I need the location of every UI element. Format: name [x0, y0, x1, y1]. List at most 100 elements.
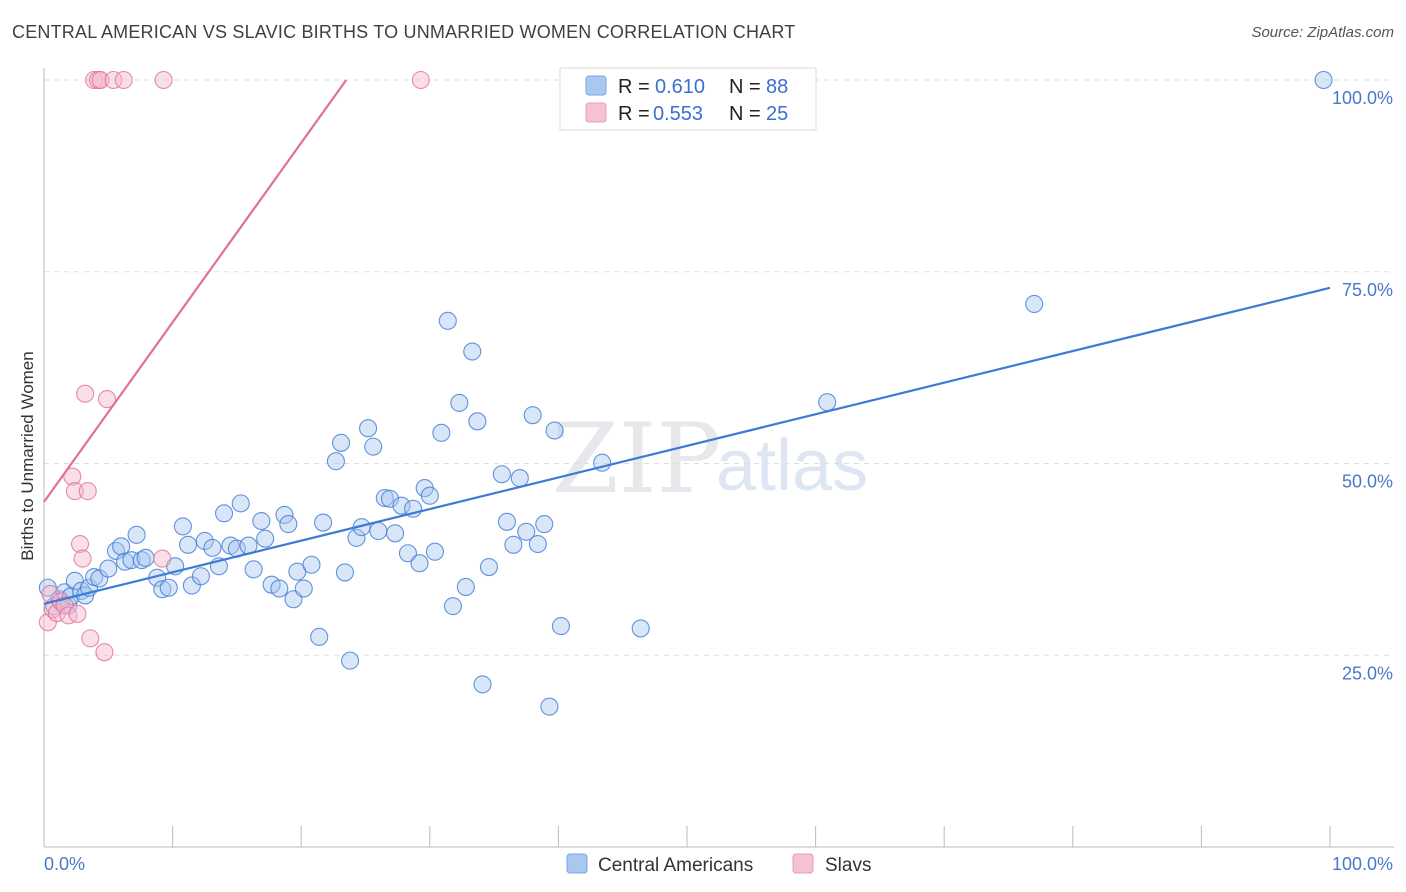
central-point-36 [244, 560, 263, 579]
central-point-67 [425, 542, 444, 561]
central-point-37 [252, 511, 271, 531]
central-point-60 [386, 524, 405, 543]
central-point-41 [275, 505, 294, 524]
legend-swatch-central [585, 75, 607, 96]
central-point-75 [473, 675, 492, 694]
slavs-point-20 [104, 70, 123, 90]
central-point-42 [279, 515, 298, 534]
y-tick-label-0: 100.0% [1332, 88, 1393, 108]
central-point-84 [535, 515, 554, 534]
y-tick-label-3: 25.0% [1342, 663, 1393, 683]
legend-r-value-central: 0.610 [655, 76, 705, 98]
central-point-34 [231, 494, 250, 513]
y-tick-labels: 100.0% 75.0% 50.0% 25.0% [1332, 88, 1393, 683]
central-point-62 [398, 544, 417, 563]
axes [43, 68, 1394, 848]
central-point-79 [504, 535, 523, 554]
central-point-47 [310, 627, 329, 646]
y-axis-label: Births to Unmarried Women [18, 351, 37, 560]
central-point-14 [112, 537, 131, 556]
slavs-point-23 [154, 70, 173, 90]
legend-r-label-central: R = [618, 76, 650, 98]
central-point-22 [159, 578, 178, 597]
central-point-89 [631, 619, 650, 638]
central-point-86 [545, 421, 564, 440]
slavs-point-14 [81, 629, 100, 648]
bottom-legend-label-central: Central Americans [598, 855, 753, 876]
slavs-point-9 [68, 604, 87, 623]
central-point-69 [438, 311, 457, 330]
central-point-46 [302, 555, 321, 574]
central-point-70 [443, 597, 462, 616]
stats-legend: R = 0.610 N = 88 R = 0.553 N = 25 [559, 67, 817, 131]
central-point-87 [551, 617, 571, 636]
central-point-59 [380, 489, 399, 508]
central-point-68 [432, 423, 451, 442]
bottom-legend-swatch-central [566, 853, 588, 874]
slavs-point-17 [91, 70, 110, 90]
y-tick-label-1: 75.0% [1342, 280, 1393, 300]
legend-r-label-slavs: R = [618, 103, 650, 125]
central-point-25 [178, 535, 198, 554]
x-tick-label-max: 100.0% [1332, 854, 1393, 874]
central-point-92 [1314, 70, 1333, 90]
central-point-19 [136, 548, 155, 567]
x-tick-label-min: 0.0% [44, 854, 85, 874]
central-point-52 [341, 651, 360, 670]
slavs-trend-line [43, 79, 348, 503]
slavs-point-5 [55, 596, 74, 615]
central-point-73 [463, 342, 482, 361]
central-point-28 [195, 531, 214, 551]
central-trend-line [43, 286, 1331, 605]
central-point-91 [1025, 294, 1044, 314]
slavs-point-6 [59, 606, 78, 625]
slavs-points [38, 70, 430, 662]
slavs-point-22 [153, 549, 172, 568]
y-tick-label-2: 50.0% [1342, 472, 1393, 492]
slavs-point-12 [76, 384, 95, 403]
central-point-83 [528, 534, 547, 554]
slavs-point-10 [70, 534, 90, 554]
central-point-16 [122, 551, 141, 570]
watermark-atlas: atlas [716, 426, 868, 506]
central-point-82 [523, 406, 542, 425]
central-point-71 [450, 393, 469, 412]
central-point-51 [335, 563, 354, 582]
central-point-80 [510, 469, 529, 488]
central-point-56 [364, 437, 383, 456]
x-ticks [43, 826, 1331, 847]
slavs-point-21 [114, 70, 133, 90]
legend-n-value-central: 88 [766, 76, 788, 98]
central-point-66 [420, 486, 439, 505]
legend-n-label-central: N = [729, 76, 761, 98]
slavs-point-24 [411, 70, 430, 90]
central-point-53 [347, 528, 366, 547]
central-point-48 [314, 513, 333, 532]
central-point-64 [410, 554, 429, 573]
chart-title: CENTRAL AMERICAN VS SLAVIC BIRTHS TO UNM… [12, 22, 796, 42]
central-point-40 [270, 579, 289, 598]
central-point-24 [173, 517, 192, 536]
central-point-45 [294, 579, 313, 598]
central-point-49 [326, 452, 345, 471]
central-point-12 [99, 559, 118, 578]
legend-n-value-slavs: 25 [766, 103, 788, 125]
slavs-point-7 [63, 467, 82, 486]
central-americans-points [38, 70, 1333, 716]
central-point-76 [479, 557, 499, 577]
source-label: Source: ZipAtlas.com [1251, 24, 1394, 41]
legend-swatch-slavs [585, 102, 607, 123]
central-point-21 [153, 580, 172, 599]
slavs-point-15 [85, 70, 104, 90]
central-point-11 [90, 569, 109, 588]
series-legend: Central Americans Slavs [566, 853, 871, 876]
central-point-50 [332, 433, 351, 452]
central-point-72 [456, 577, 475, 597]
slavs-point-18 [95, 643, 114, 662]
central-point-55 [359, 419, 378, 438]
central-point-90 [818, 393, 837, 412]
central-point-27 [191, 567, 210, 586]
central-point-31 [214, 504, 234, 523]
central-point-81 [517, 522, 536, 541]
